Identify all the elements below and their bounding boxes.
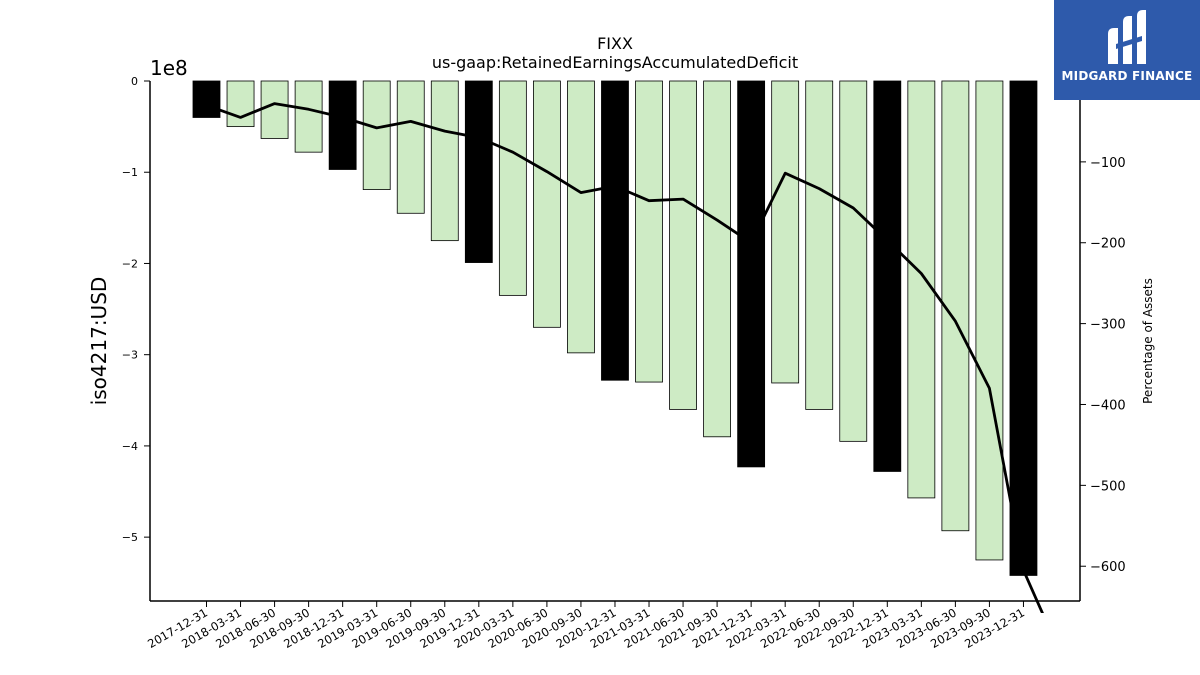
- y-axis-label-right: Percentage of Assets: [1141, 278, 1155, 404]
- y-axis-label: iso4217:USD: [87, 277, 111, 406]
- bar-2023-06-30: [941, 80, 970, 532]
- y-tick-label-right: −300: [1090, 318, 1126, 333]
- bar-2020-09-30: [567, 80, 595, 354]
- bar-2019-09-30: [430, 80, 459, 242]
- bar-2020-12-31: [601, 80, 629, 381]
- bar-2019-12-31: [464, 80, 493, 263]
- midgard-logo-icon: [1108, 10, 1146, 64]
- bar-2023-12-31: [1009, 80, 1038, 576]
- bar-2018-06-30: [260, 80, 289, 139]
- bar-2018-12-31: [328, 80, 357, 170]
- bar-2021-12-31: [737, 80, 766, 468]
- bar-2017-12-31: [192, 80, 221, 118]
- bar-2021-09-30: [703, 80, 731, 438]
- bar-2022-12-31: [873, 80, 902, 472]
- bar-2018-03-31: [226, 80, 255, 128]
- chart-subtitle: us-gaap:RetainedEarningsAccumulatedDefic…: [432, 53, 798, 72]
- y-tick-label: −3: [122, 349, 138, 362]
- bar-2023-03-31: [907, 80, 936, 499]
- bar-2018-09-30: [294, 80, 323, 153]
- pct-of-assets-line: [206, 102, 1044, 613]
- bar-2019-06-30: [396, 80, 425, 214]
- y-tick-label: −4: [122, 440, 138, 453]
- bar-2021-06-30: [669, 80, 697, 410]
- bar-2019-03-31: [362, 80, 391, 190]
- y-tick-label: −1: [122, 166, 138, 179]
- bar-2020-03-31: [498, 80, 527, 296]
- bars-group: [192, 80, 1038, 576]
- y-tick-label: −5: [122, 531, 138, 544]
- bar-2023-09-30: [975, 80, 1004, 561]
- bar-2020-06-30: [533, 80, 561, 328]
- y-tick-label: −2: [122, 257, 138, 270]
- bar-2022-09-30: [839, 80, 868, 442]
- logo-text: MIDGARD FINANCE: [1061, 69, 1193, 83]
- pct-line-group: [206, 102, 1044, 613]
- midgard-logo: MIDGARD FINANCE: [1054, 0, 1200, 100]
- y-tick-label-right: −500: [1090, 479, 1126, 494]
- bar-2022-03-31: [771, 80, 800, 384]
- y-tick-label: 0: [131, 75, 138, 88]
- y-tick-label-right: −400: [1090, 398, 1126, 413]
- y-offset-label: 1e8: [150, 56, 188, 80]
- y-tick-label-right: −200: [1090, 237, 1126, 252]
- y-tick-label-right: −600: [1090, 560, 1126, 575]
- chart-title: FIXX: [597, 34, 633, 53]
- bar-2022-06-30: [805, 80, 834, 410]
- bar-2021-03-31: [635, 80, 663, 383]
- y-tick-label-right: −100: [1090, 156, 1126, 171]
